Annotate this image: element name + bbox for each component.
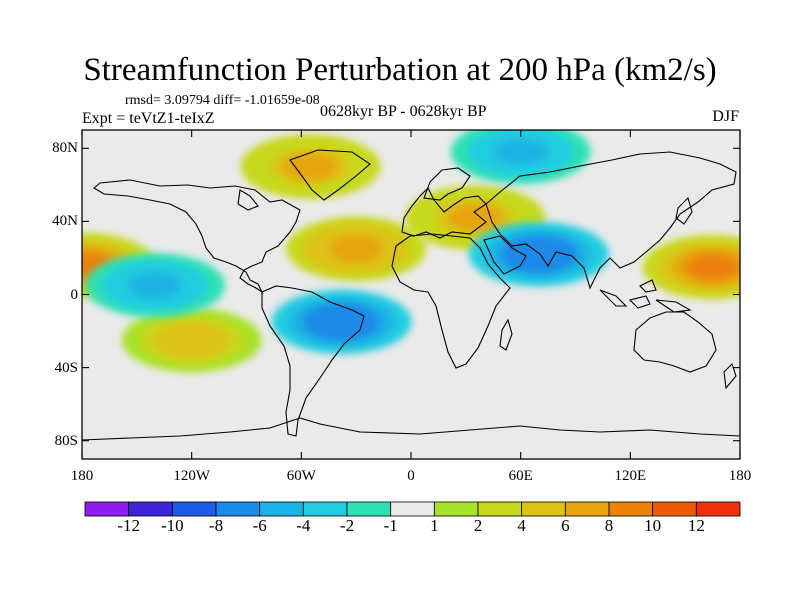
colorbar-swatch-12	[608, 501, 654, 517]
colorbar	[84, 501, 741, 517]
colorbar-label: 4	[517, 516, 526, 535]
y-tick-label: 40S	[54, 359, 78, 376]
coastline-africa	[391, 233, 511, 369]
field-feature-4-level-3	[283, 153, 338, 180]
colorbar-swatch-2	[171, 501, 217, 517]
colorbar-swatch-9	[477, 501, 523, 517]
coastline-madagascar	[499, 318, 513, 351]
colorbar-swatch-14	[695, 501, 741, 517]
coastline-greenland	[289, 149, 371, 201]
colorbar-swatch-13	[652, 501, 697, 517]
coastline-australia	[633, 311, 717, 373]
field-feature-9-level-3	[128, 272, 182, 299]
colorbar-label: -1	[383, 516, 398, 535]
colorbar-label: 2	[473, 516, 483, 535]
colorbar-label: -6	[252, 516, 267, 535]
coastline-europe	[401, 187, 487, 239]
coastline-south-america	[261, 285, 365, 437]
x-tick-label: 60W	[286, 468, 316, 484]
colorbar-label: 12	[687, 516, 705, 535]
colorbar-swatch-0	[84, 501, 130, 517]
coastline-japan	[675, 196, 693, 225]
stats-line: rmsd= 3.09794 diff= -1.01659e-08	[125, 93, 320, 108]
colorbar-label: 1	[430, 516, 439, 535]
y-tick-label: 80S	[54, 432, 78, 449]
period-label: 0628kyr BP - 0628kyr BP	[320, 103, 487, 120]
colorbar-label: -4	[296, 516, 311, 535]
coastline-scandinavia	[423, 167, 471, 201]
chart-title: Streamfunction Perturbation at 200 hPa (…	[83, 52, 717, 88]
x-tick-label: 60E	[508, 468, 533, 484]
colorbar-swatch-3	[215, 501, 261, 517]
coastline-hudson-bay	[237, 189, 259, 211]
y-tick-label: 40N	[52, 213, 78, 230]
coastline-new-zealand	[723, 362, 737, 390]
colorbar-swatch-5	[302, 501, 348, 517]
y-tick-label: 0	[70, 286, 79, 303]
x-tick-label: 120W	[173, 468, 210, 484]
coastline-antarctica	[82, 417, 740, 441]
season-label: DJF	[712, 108, 739, 125]
field-feature-1-level-3	[685, 253, 740, 281]
x-tick-label: 180	[728, 468, 752, 484]
colorbar-swatch-10	[521, 501, 566, 517]
colorbar-swatch-4	[259, 501, 304, 517]
colorbar-swatch-1	[128, 501, 173, 517]
colorbar-label: -8	[208, 516, 224, 535]
field-feature-6-level-3	[314, 308, 369, 336]
colorbar-swatch-6	[346, 501, 392, 517]
colorbar-label: -2	[339, 516, 355, 535]
field-feature-2-level-3	[329, 235, 383, 263]
colorbar-label: -12	[117, 516, 140, 535]
experiment-label: Expt = teVtZ1-teIxZ	[82, 110, 215, 127]
colorbar-swatch-8	[433, 501, 479, 517]
field-feature-8-level-3	[493, 138, 548, 166]
axis-ticks	[81, 130, 741, 459]
streamfunction-field	[82, 130, 740, 373]
colorbar-label: -10	[160, 516, 184, 535]
colorbar-label: 8	[604, 516, 614, 535]
coastlines	[82, 149, 740, 441]
y-tick-label: 80N	[52, 140, 78, 157]
coastline-north-america	[93, 179, 301, 294]
x-tick-label: 180	[70, 468, 94, 484]
colorbar-label: 6	[561, 516, 570, 535]
colorbar-swatch-7	[390, 501, 435, 517]
coastline-arabia	[483, 235, 527, 275]
field-feature-7-level-3	[164, 326, 219, 354]
x-tick-label: 120E	[614, 468, 647, 484]
colorbar-swatch-11	[564, 501, 610, 517]
coastline-asia	[485, 151, 737, 290]
colorbar-label: 10	[644, 516, 662, 535]
field-feature-3-level-3	[448, 204, 502, 232]
coastline-indonesia	[599, 279, 692, 313]
field-feature-5-level-3	[512, 241, 566, 268]
x-tick-label: 0	[407, 468, 415, 484]
